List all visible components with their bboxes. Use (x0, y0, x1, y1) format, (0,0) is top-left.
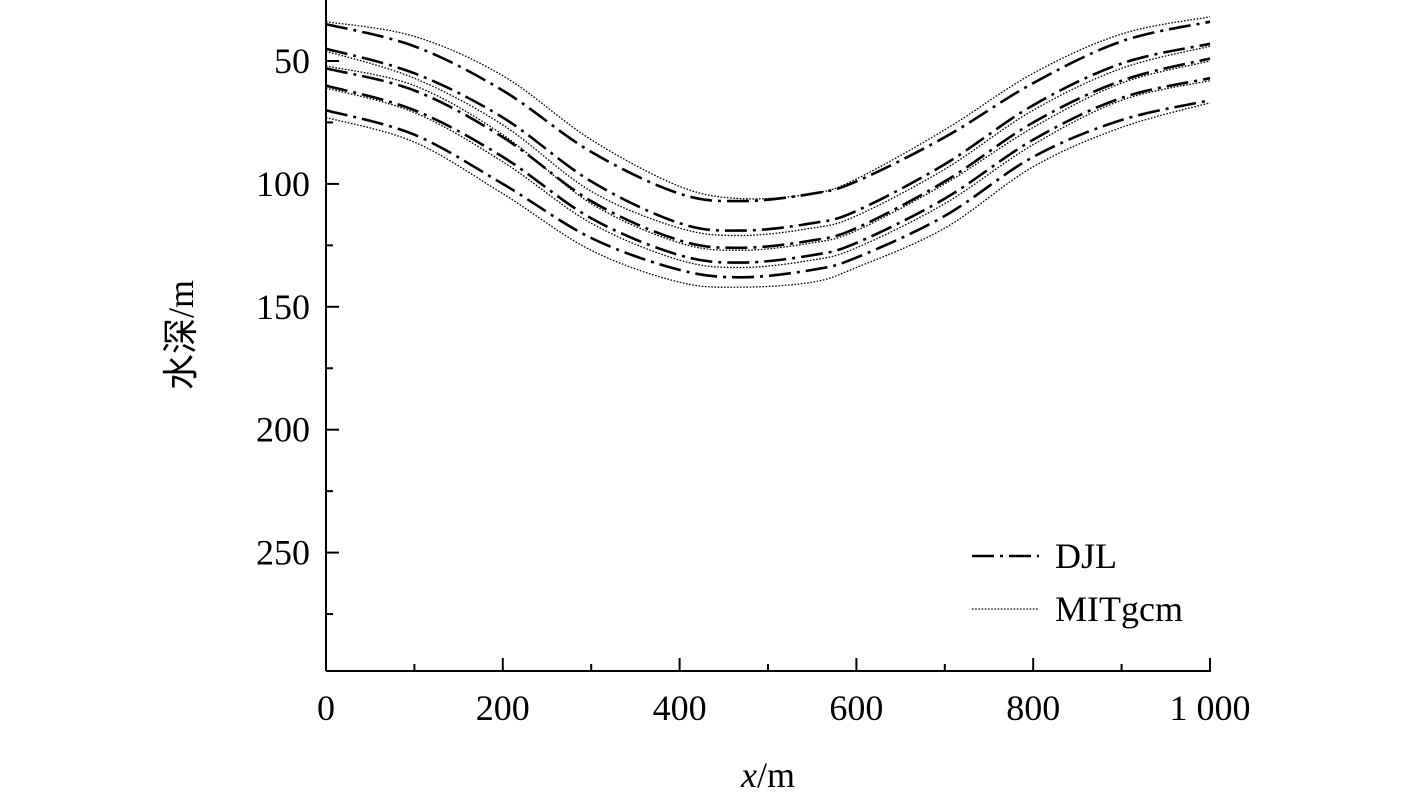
x-tick-label: 1 000 (1170, 688, 1251, 728)
x-axis-title: x/m (740, 755, 795, 795)
series-line-djl-1 (325, 20, 1211, 203)
y-tick-label: 100 (256, 164, 310, 204)
series-line-djl-2 (325, 42, 1211, 232)
x-tick-label: 200 (476, 688, 530, 728)
legend-label-djl: DJL (1055, 536, 1117, 576)
series-line-djl-5 (325, 99, 1211, 279)
x-axis-title-var: x (740, 755, 757, 795)
y-tick-label: 250 (256, 533, 310, 573)
series-line-mitgcm-9 (325, 80, 1211, 269)
legend-label-mitgcm: MITgcm (1055, 589, 1183, 629)
series-line-djl-3 (325, 57, 1211, 250)
labels-layer: 0 200 400 600 800 1 000 50 100 150 200 250 (256, 41, 1251, 728)
x-axis-title-unit: /m (757, 755, 795, 795)
y-tick-label: 150 (256, 287, 310, 327)
ticks-layer (325, 60, 1211, 671)
series-line-djl-4 (325, 76, 1211, 264)
x-tick-label: 800 (1006, 688, 1060, 728)
series-line-mitgcm-6 (325, 16, 1211, 200)
y-tick-label: 200 (256, 410, 310, 450)
series-line-mitgcm-8 (325, 60, 1211, 251)
y-axis-title: 水深/m (161, 280, 201, 390)
legend: DJL MITgcm (972, 536, 1183, 629)
x-tick-label: 400 (653, 688, 707, 728)
y-tick-label: 50 (274, 41, 310, 81)
series-layer (325, 16, 1211, 288)
x-tick-label: 600 (829, 688, 883, 728)
series-line-mitgcm-10 (325, 102, 1211, 288)
x-tick-label: 0 (317, 688, 335, 728)
series-line-mitgcm-7 (325, 45, 1211, 237)
